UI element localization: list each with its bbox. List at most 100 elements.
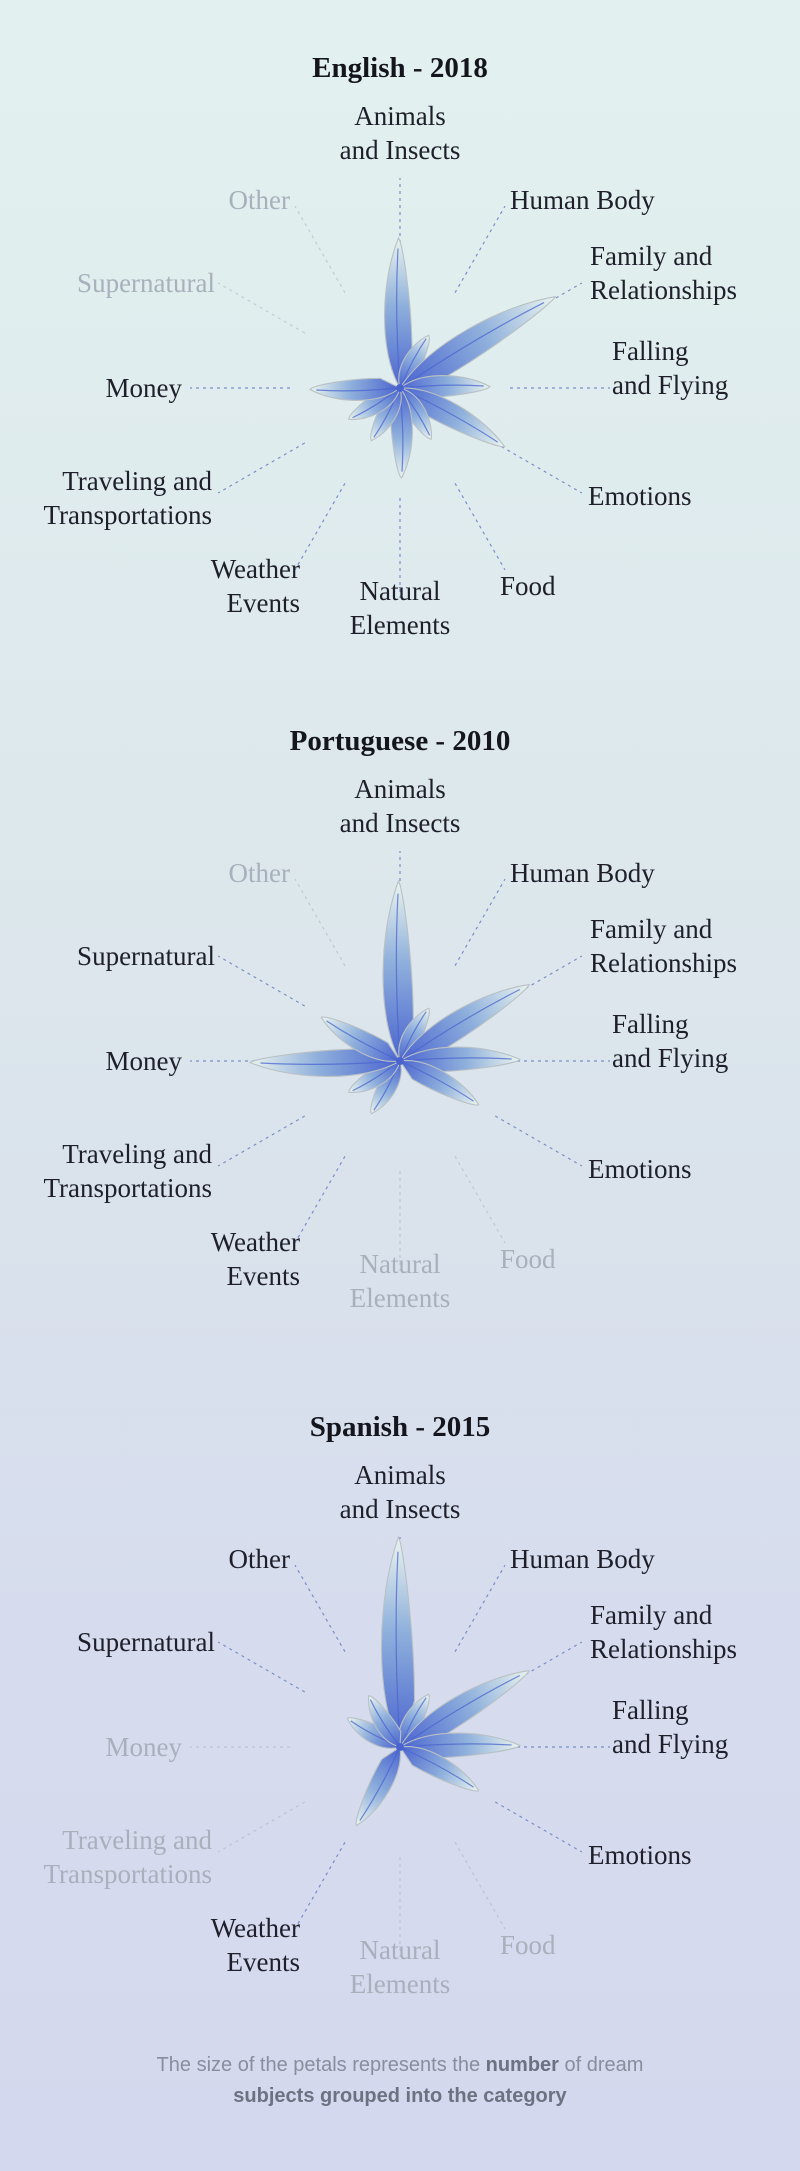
category-label-line: Human Body: [510, 185, 655, 215]
petal-animals-and-insects: [380, 1535, 416, 1749]
category-label-family-and-relationships: Family and Relationships: [590, 241, 737, 305]
category-label-food: Food: [500, 571, 556, 601]
category-label-supernatural: Supernatural: [77, 941, 215, 971]
category-label-line: Food: [500, 1930, 556, 1960]
leader-line-other: [294, 205, 346, 294]
petals: [346, 1535, 531, 1827]
category-label-line: Supernatural: [77, 1627, 215, 1657]
petal-supernatural: [320, 1016, 401, 1062]
category-label-line: Human Body: [510, 1544, 655, 1574]
leader-line-supernatural: [217, 955, 306, 1007]
category-label-line: Falling: [612, 1009, 689, 1039]
leader-line-human-body: [454, 878, 506, 967]
footnote-bold: number: [485, 2054, 559, 2076]
footnote-text: of dream: [558, 2054, 644, 2076]
category-label-emotions: Emotions: [588, 481, 692, 511]
leader-line-weather-events: [294, 482, 346, 571]
category-label-line: Events: [227, 1261, 301, 1291]
category-label-line: Elements: [350, 1969, 450, 1999]
category-label-line: and Flying: [612, 1729, 728, 1759]
category-label-line: Events: [227, 588, 301, 618]
center-hub: [396, 1743, 404, 1751]
leader-line-human-body: [454, 205, 506, 294]
category-label-line: Traveling and: [62, 466, 212, 496]
panel-title: Spanish - 2015: [309, 1411, 491, 1443]
category-label-traveling-and-transportations: Traveling and Transportations: [43, 466, 212, 530]
petal-family-and-relationships: [398, 1670, 531, 1748]
footnote-text: The size of the petals represents the: [156, 2054, 486, 2076]
category-label-line: Relationships: [590, 1634, 737, 1664]
center-hub: [396, 384, 404, 392]
category-label-line: Money: [106, 1046, 183, 1076]
category-label-line: Emotions: [588, 481, 692, 511]
category-label-line: Supernatural: [77, 941, 215, 971]
category-label-emotions: Emotions: [588, 1154, 692, 1184]
category-label-food: Food: [500, 1244, 556, 1274]
category-label-line: Money: [106, 1732, 183, 1762]
leader-line-food: [454, 482, 506, 571]
category-label-line: Animals: [354, 101, 446, 131]
category-label-line: Weather: [211, 1227, 300, 1257]
category-label-supernatural: Supernatural: [77, 1627, 215, 1657]
category-label-line: Weather: [211, 554, 300, 584]
category-label-line: Natural: [360, 1935, 441, 1965]
category-label-line: Animals: [354, 1460, 446, 1490]
panel-title: English - 2018: [312, 52, 488, 84]
category-label-line: and Insects: [340, 135, 461, 165]
category-label-money: Money: [106, 1046, 183, 1076]
category-label-falling-and-flying: Falling and Flying: [612, 1695, 728, 1759]
category-label-line: Elements: [350, 610, 450, 640]
category-label-line: Transportations: [43, 1859, 212, 1889]
category-label-emotions: Emotions: [588, 1840, 692, 1870]
category-label-human-body: Human Body: [510, 858, 655, 888]
category-label-line: Human Body: [510, 858, 655, 888]
category-label-natural-elements: Natural Elements: [350, 576, 450, 640]
leader-line-traveling-and-transportations: [217, 442, 306, 494]
petal-chart-portuguese: Animals and Insects Human Body Family and Re…: [43, 774, 737, 1313]
category-labels: Animals and Insects Human Body Family and Re…: [43, 101, 737, 640]
petal-money: [248, 1048, 402, 1077]
category-label-weather-events: Weather Events: [211, 554, 300, 618]
category-label-line: Food: [500, 1244, 556, 1274]
leader-line-emotions: [494, 1115, 583, 1167]
category-label-animals-and-insects: Animals and Insects: [340, 101, 461, 165]
category-label-other: Other: [229, 1544, 290, 1574]
category-label-line: Transportations: [43, 1173, 212, 1203]
leader-line-traveling-and-transportations: [217, 1115, 306, 1167]
petal-chart-spanish: Animals and Insects Human Body Family and Re…: [43, 1460, 737, 1999]
category-label-other: Other: [229, 858, 290, 888]
category-label-line: Falling: [612, 336, 689, 366]
category-label-traveling-and-transportations: Traveling and Transportations: [43, 1139, 212, 1203]
panel-english: English - 2018 Animals and Insects Human B…: [0, 0, 800, 680]
category-label-line: Family and: [590, 914, 713, 944]
category-label-line: Traveling and: [62, 1825, 212, 1855]
category-label-family-and-relationships: Family and Relationships: [590, 1600, 737, 1664]
category-label-human-body: Human Body: [510, 1544, 655, 1574]
center-hub: [396, 1057, 404, 1065]
category-label-falling-and-flying: Falling and Flying: [612, 1009, 728, 1073]
category-label-animals-and-insects: Animals and Insects: [340, 1460, 461, 1524]
petal-emotions: [399, 1060, 480, 1106]
panel-spanish: Spanish - 2015 Animals and Insects Human B…: [0, 1359, 800, 2039]
category-label-other: Other: [229, 185, 290, 215]
leader-line-weather-events: [294, 1841, 346, 1930]
petal-animals-and-insects: [384, 236, 413, 390]
category-label-line: Relationships: [590, 948, 737, 978]
petal-chart-english: Animals and Insects Human Body Family and Re…: [43, 101, 737, 640]
category-label-supernatural: Supernatural: [77, 268, 215, 298]
petal-other: [368, 1695, 402, 1748]
category-label-line: Weather: [211, 1913, 300, 1943]
category-label-money: Money: [106, 1732, 183, 1762]
category-label-line: Elements: [350, 1283, 450, 1313]
leader-line-emotions: [494, 1801, 583, 1853]
petal-emotions: [399, 1746, 480, 1792]
category-label-human-body: Human Body: [510, 185, 655, 215]
category-label-line: Other: [229, 185, 290, 215]
category-label-natural-elements: Natural Elements: [350, 1935, 450, 1999]
category-label-weather-events: Weather Events: [211, 1913, 300, 1977]
category-label-line: Falling: [612, 1695, 689, 1725]
category-label-line: Food: [500, 571, 556, 601]
category-label-line: Money: [106, 373, 183, 403]
leader-line-food: [454, 1155, 506, 1244]
petal-animals-and-insects: [382, 879, 414, 1063]
